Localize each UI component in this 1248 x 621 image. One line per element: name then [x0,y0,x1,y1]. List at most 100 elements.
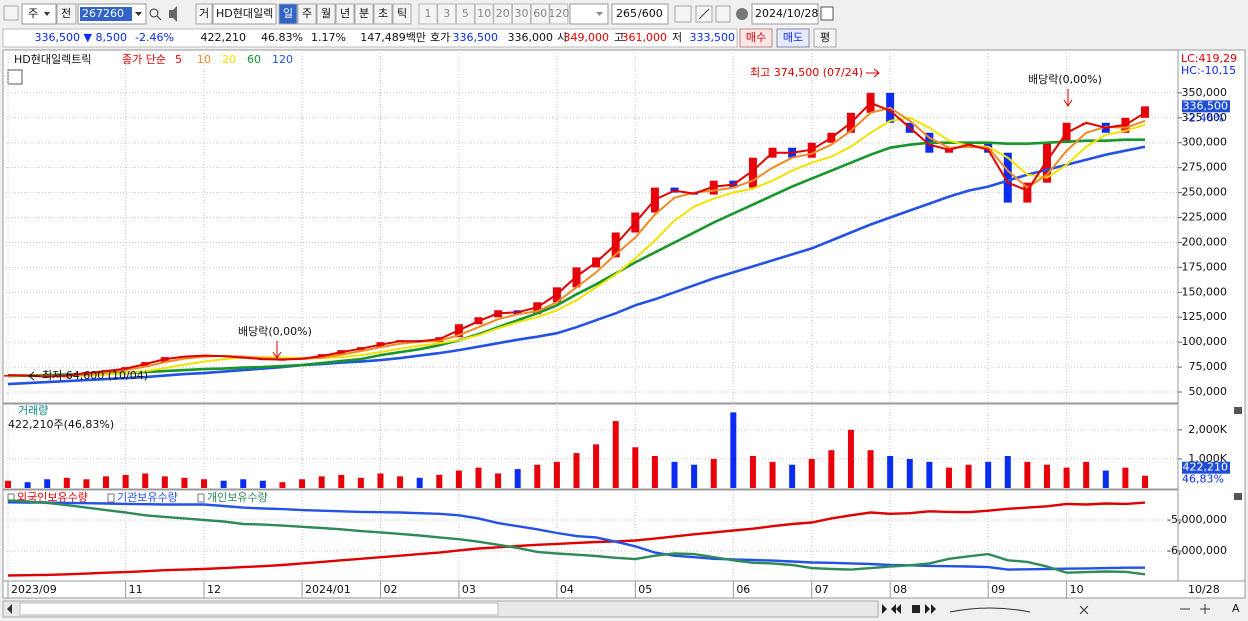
dropdown-arrow [135,12,142,16]
legend-entry[interactable]: 60 [247,53,261,66]
period-button[interactable] [335,3,355,25]
market-select[interactable] [21,3,57,25]
interval-button[interactable] [512,3,531,25]
period-button[interactable] [297,3,317,25]
volume-bar [749,456,756,488]
volume-bar [357,477,364,488]
volume-bar [926,461,933,488]
settings-icon[interactable] [736,8,748,20]
plot-layer: 2023/09 11 12 2024/01 02 03 04 05 06 07 08 09 10 10/2… [3,50,1237,598]
scroll-left[interactable] [7,604,12,614]
interval-button[interactable] [530,3,550,25]
volume-bar [436,474,443,488]
bar-count: 265 [616,7,637,20]
period-button[interactable] [316,3,336,25]
ma-line [7,101,1146,378]
y-tick-label: 2,000K [1188,423,1227,436]
interval-button[interactable] [549,3,569,25]
change-pct: -2.46% [135,31,174,44]
interval-button[interactable] [418,3,438,25]
date-box[interactable] [751,3,819,25]
volume-bar [279,482,286,488]
y-tick-label: -6,000,000 [1167,544,1227,557]
legend-title: 종가 단순 [122,53,166,66]
candle [1023,182,1032,203]
volume-bar [573,453,580,488]
legend-entry[interactable]: 5 [175,53,182,66]
period-button[interactable] [354,3,374,25]
legend-entry[interactable]: 기관보유수량 [117,491,178,504]
panel-close[interactable] [1234,493,1242,500]
y-tick-label: 300,000 [1182,136,1228,149]
interval-button[interactable] [437,3,457,25]
current-price-box [1182,100,1230,113]
zoom-controls[interactable] [949,604,1210,615]
sound-icon[interactable] [169,6,177,22]
sell-button[interactable] [776,28,810,48]
high: 361,000 [622,31,668,44]
volume-bar [299,479,306,488]
interval-button[interactable] [455,3,475,25]
legend-entry[interactable]: 120 [272,53,293,66]
ask-label: 호가 [430,31,450,44]
avg-button[interactable] [813,28,837,48]
high-annotation: 최고 374,500 (07/24) [750,66,863,79]
volume-ratio: 46.83% [261,31,303,44]
interval-buttons: 1 3 5 10 20 30 60 120 [418,3,569,25]
candle [1042,142,1051,183]
x-tick-label: 12 [207,583,221,596]
current-change: -2.46% [1185,111,1224,124]
volume-bar [514,469,521,488]
volume-bar [612,421,619,488]
price: 336,500 ▼ [35,31,93,44]
panel-icon[interactable] [7,69,23,85]
legend-entry[interactable]: 10 [197,53,211,66]
y-tick-label: 225,000 [1182,211,1228,224]
volume-bar [1142,475,1148,488]
volume: 422,210 [201,31,247,44]
count-box[interactable] [611,3,669,25]
name-box [212,3,277,25]
volume-bar [593,444,600,488]
y-tick-label: 250,000 [1182,186,1228,199]
y-tick-label: 275,000 [1182,161,1228,174]
buy-button[interactable] [739,28,773,48]
period-label: 틱 [397,7,407,20]
x-tick-label: 04 [560,583,574,596]
volume-bar [632,447,639,488]
candle [1141,106,1149,118]
font-icon[interactable]: A [1232,602,1240,615]
scope-button[interactable] [56,3,77,25]
legend-entry[interactable]: 개인보유수량 [207,491,268,504]
dropdown-arrow [596,12,603,16]
last-volume: 422,210 [1183,461,1229,474]
volume-bar [63,477,70,488]
period-button[interactable] [373,3,393,25]
y-tick-label: 150,000 [1182,285,1228,298]
playback-controls[interactable] [882,604,936,614]
interval-button[interactable] [474,3,494,25]
save-icon[interactable] [715,5,731,23]
period-button[interactable] [278,3,298,25]
panel-close[interactable] [1234,407,1242,414]
interval-button[interactable] [493,3,513,25]
interval-select[interactable] [569,3,609,25]
holding-line [7,501,1146,577]
tag-button[interactable] [195,3,213,25]
x-tick-label: 11 [129,583,143,596]
calendar-icon[interactable] [820,6,834,21]
volume-bar [220,480,227,488]
search-icon[interactable] [149,8,159,18]
period-label: 분 [359,7,369,20]
tool-icon[interactable] [674,5,692,23]
x-axis [2,580,1246,599]
open-label: 시 [557,31,567,44]
candle [748,157,757,188]
legend-entry[interactable]: 20 [222,53,236,66]
buy-label: 매수 [746,31,766,44]
legend-box [107,493,115,503]
period-button[interactable] [392,3,412,25]
scroll-thumb[interactable] [19,602,499,616]
tool-glyph [698,8,710,20]
window-icon[interactable] [3,5,19,21]
